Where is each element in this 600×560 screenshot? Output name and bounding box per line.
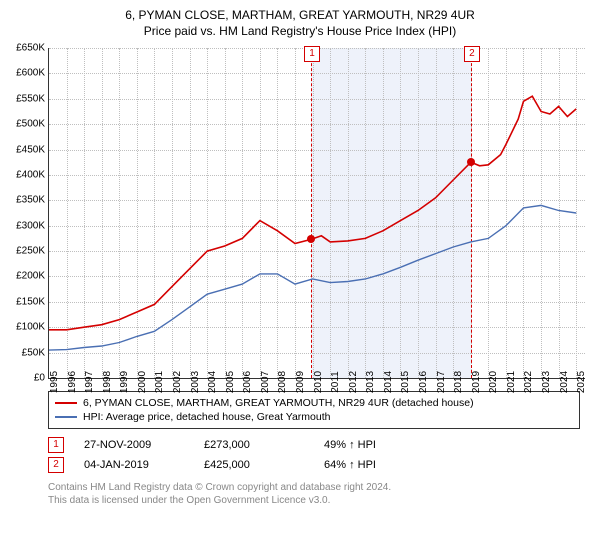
y-axis-label: £250K bbox=[16, 246, 45, 257]
plot-area: £0£50K£100K£150K£200K£250K£300K£350K£400… bbox=[48, 48, 585, 379]
transaction-number-box: 1 bbox=[48, 437, 64, 453]
footnote: Contains HM Land Registry data © Crown c… bbox=[48, 481, 580, 507]
title-block: 6, PYMAN CLOSE, MARTHAM, GREAT YARMOUTH,… bbox=[0, 0, 600, 38]
y-axis-label: £0 bbox=[34, 373, 45, 384]
y-axis-label: £100K bbox=[16, 322, 45, 333]
transaction-price: £273,000 bbox=[204, 439, 304, 451]
legend-swatch bbox=[55, 416, 77, 418]
transaction-dot bbox=[307, 235, 315, 243]
series-svg bbox=[49, 48, 585, 378]
y-axis-label: £550K bbox=[16, 93, 45, 104]
transaction-row: 1 27-NOV-2009 £273,000 49% ↑ HPI bbox=[48, 435, 580, 455]
chart-container: 6, PYMAN CLOSE, MARTHAM, GREAT YARMOUTH,… bbox=[0, 0, 600, 507]
legend: 6, PYMAN CLOSE, MARTHAM, GREAT YARMOUTH,… bbox=[48, 391, 580, 429]
y-axis-label: £650K bbox=[16, 43, 45, 54]
title-line-2: Price paid vs. HM Land Registry's House … bbox=[0, 24, 600, 38]
transaction-date: 04-JAN-2019 bbox=[84, 459, 184, 471]
legend-swatch bbox=[55, 402, 77, 404]
y-axis-label: £300K bbox=[16, 220, 45, 231]
y-axis-label: £350K bbox=[16, 195, 45, 206]
transactions-table: 1 27-NOV-2009 £273,000 49% ↑ HPI 2 04-JAN-201… bbox=[48, 435, 580, 475]
transaction-number-box: 2 bbox=[48, 457, 64, 473]
transaction-delta: 64% ↑ HPI bbox=[324, 459, 424, 471]
transaction-delta: 49% ↑ HPI bbox=[324, 439, 424, 451]
y-axis-label: £50K bbox=[22, 347, 45, 358]
y-axis-label: £200K bbox=[16, 271, 45, 282]
footnote-line-1: Contains HM Land Registry data © Crown c… bbox=[48, 481, 580, 494]
footnote-line-2: This data is licensed under the Open Gov… bbox=[48, 494, 580, 507]
y-axis-label: £150K bbox=[16, 296, 45, 307]
legend-label: HPI: Average price, detached house, Grea… bbox=[83, 411, 330, 423]
transaction-dot bbox=[467, 158, 475, 166]
title-line-1: 6, PYMAN CLOSE, MARTHAM, GREAT YARMOUTH,… bbox=[0, 8, 600, 22]
legend-row: 6, PYMAN CLOSE, MARTHAM, GREAT YARMOUTH,… bbox=[55, 396, 573, 410]
y-axis-label: £500K bbox=[16, 119, 45, 130]
y-axis-label: £400K bbox=[16, 169, 45, 180]
legend-label: 6, PYMAN CLOSE, MARTHAM, GREAT YARMOUTH,… bbox=[83, 397, 474, 409]
transaction-row: 2 04-JAN-2019 £425,000 64% ↑ HPI bbox=[48, 455, 580, 475]
legend-row: HPI: Average price, detached house, Grea… bbox=[55, 410, 573, 424]
series-hpi bbox=[49, 205, 576, 350]
transaction-date: 27-NOV-2009 bbox=[84, 439, 184, 451]
transaction-price: £425,000 bbox=[204, 459, 304, 471]
series-property bbox=[49, 96, 576, 330]
y-axis-label: £600K bbox=[16, 68, 45, 79]
y-axis-label: £450K bbox=[16, 144, 45, 155]
